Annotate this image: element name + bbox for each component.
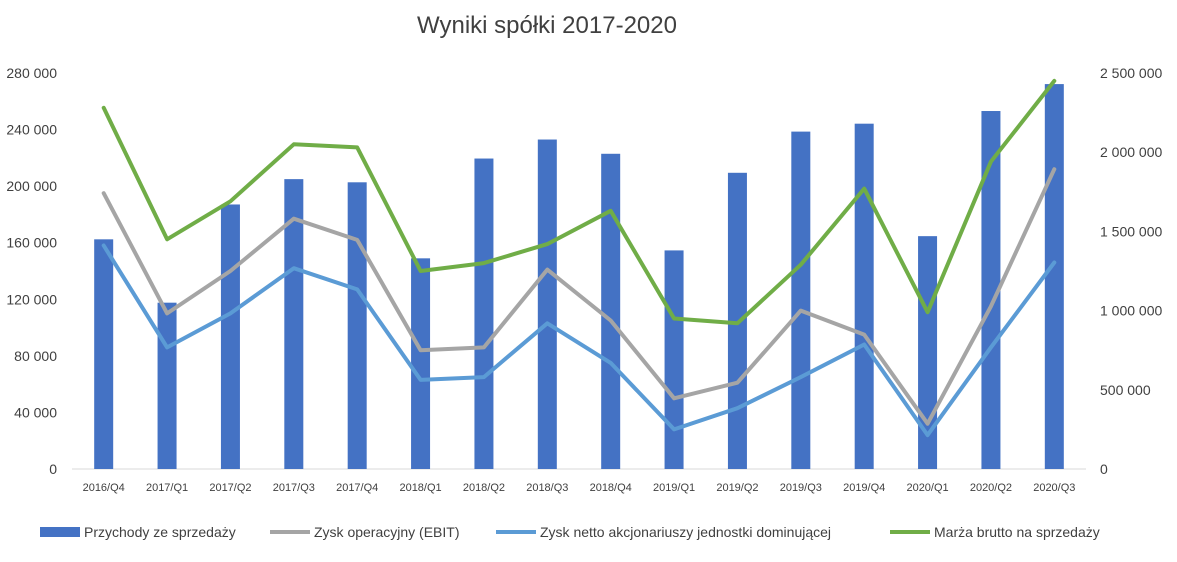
bar xyxy=(664,250,684,469)
bar xyxy=(474,158,494,469)
x-tick-label: 2018/Q2 xyxy=(463,482,505,494)
right-tick-label: 1 500 000 xyxy=(1100,223,1162,239)
x-tick-label: 2016/Q4 xyxy=(83,482,125,494)
x-tick-label: 2018/Q4 xyxy=(590,482,632,494)
x-tick-label: 2018/Q3 xyxy=(526,482,568,494)
legend-label: Przychody ze sprzedaży xyxy=(84,524,236,540)
x-tick-label: 2020/Q1 xyxy=(906,482,948,494)
legend: Przychody ze sprzedaży Zysk operacyjny (E… xyxy=(40,524,1100,540)
x-tick-label: 2020/Q3 xyxy=(1033,482,1075,494)
bar xyxy=(981,111,1001,470)
bar xyxy=(157,302,177,469)
left-tick-label: 80 000 xyxy=(14,348,57,364)
left-tick-label: 0 xyxy=(49,461,57,477)
x-tick-label: 2019/Q3 xyxy=(780,482,822,494)
bar xyxy=(284,179,304,470)
right-tick-label: 2 500 000 xyxy=(1100,65,1162,81)
left-tick-label: 40 000 xyxy=(14,404,57,420)
bar xyxy=(854,123,874,470)
x-tick-label: 2019/Q4 xyxy=(843,482,885,494)
bar xyxy=(791,131,811,469)
left-tick-label: 240 000 xyxy=(6,122,57,138)
bar xyxy=(537,139,557,469)
bar xyxy=(601,153,621,469)
right-tick-label: 0 xyxy=(1100,461,1108,477)
x-tick-label: 2020/Q2 xyxy=(970,482,1012,494)
legend-label: Zysk operacyjny (EBIT) xyxy=(314,524,459,540)
bar xyxy=(1044,84,1064,469)
series-line xyxy=(101,78,1057,326)
legend-label: Marża brutto na sprzedaży xyxy=(934,524,1100,540)
legend-swatch xyxy=(40,527,80,537)
x-tick-label: 2019/Q2 xyxy=(716,482,758,494)
series-line xyxy=(101,167,1057,426)
x-tick-label: 2019/Q1 xyxy=(653,482,695,494)
bar xyxy=(220,204,240,470)
series-line xyxy=(101,243,1057,438)
x-axis: 2016/Q4 2017/Q1 2017/Q2 2017/Q3 2017/Q4 2018/… xyxy=(83,482,1076,494)
chart-title: Wyniki spółki 2017-2020 xyxy=(417,12,677,39)
left-tick-label: 280 000 xyxy=(6,65,57,81)
right-tick-label: 500 000 xyxy=(1100,382,1151,398)
legend-label: Zysk netto akcjonariuszy jednostki domin… xyxy=(540,524,831,540)
left-tick-label: 160 000 xyxy=(6,235,57,251)
right-tick-label: 1 000 000 xyxy=(1100,303,1162,319)
line-series xyxy=(101,78,1057,438)
x-tick-label: 2017/Q4 xyxy=(336,482,378,494)
x-tick-label: 2017/Q3 xyxy=(273,482,315,494)
right-axis: 0 500 000 1 000 000 1 500 000 2 000 000 2 500… xyxy=(1100,65,1162,477)
left-tick-label: 120 000 xyxy=(6,291,57,307)
bar xyxy=(411,258,431,469)
x-tick-label: 2017/Q2 xyxy=(209,482,251,494)
left-tick-label: 200 000 xyxy=(6,178,57,194)
right-tick-label: 2 000 000 xyxy=(1100,144,1162,160)
bar xyxy=(94,239,114,469)
left-axis: 0 40 000 80 000 120 000 160 000 200 000 240 00… xyxy=(6,65,57,477)
x-tick-label: 2017/Q1 xyxy=(146,482,188,494)
bar xyxy=(347,182,367,469)
bar-series xyxy=(94,84,1064,470)
x-tick-label: 2018/Q1 xyxy=(399,482,441,494)
